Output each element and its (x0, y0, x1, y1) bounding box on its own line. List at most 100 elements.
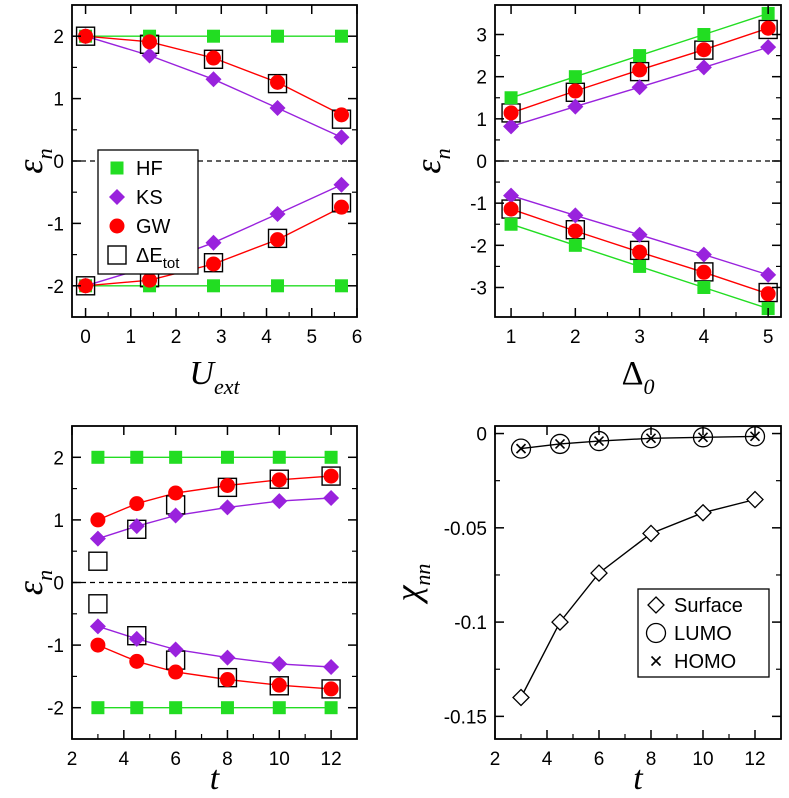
legend-label: ΔEtot (136, 245, 180, 272)
series-line-KS-upper (97, 497, 332, 540)
point-HF-upper (271, 29, 285, 43)
point-GW-upper (219, 477, 235, 493)
point-KS-lower (503, 187, 520, 204)
legend-marker (650, 655, 662, 667)
x-tick-label: 4 (542, 749, 553, 770)
x-tick-label: 8 (646, 749, 657, 770)
point-Surface (642, 524, 660, 543)
x-tick-label: 5 (763, 327, 774, 348)
y-tick-label: 1 (53, 90, 64, 111)
point-GW-lower (567, 223, 583, 239)
plot-area (510, 426, 766, 707)
y-tick-label: 0 (476, 425, 487, 446)
point-KS-lower (631, 226, 648, 243)
point-GW-upper (270, 74, 286, 90)
point-HF-lower (568, 238, 582, 252)
point-GW-lower (323, 681, 339, 697)
y-axis-label-sub: n (32, 570, 57, 581)
y-tick-label: -0.15 (444, 707, 487, 728)
point-GW-lower (333, 199, 349, 215)
x-tick-label: 4 (699, 327, 710, 348)
point-GW-lower (129, 653, 145, 669)
point-HF-lower (697, 280, 711, 294)
point-KS-lower (695, 246, 712, 263)
point-ΔEtot-upper (269, 469, 289, 489)
point-HF-lower (334, 279, 348, 293)
point-GW-upper (503, 105, 519, 121)
y-tick-label: -2 (47, 699, 64, 720)
y-axis-label: χnn (388, 564, 435, 605)
point-GW-upper (323, 468, 339, 484)
point-LUMO (510, 438, 532, 459)
y-tick-label: -1 (470, 194, 487, 215)
legend-marker (109, 218, 125, 234)
x-axis-label-main: t (210, 760, 221, 797)
point-KS-upper (128, 518, 145, 535)
y-tick-label: -0.05 (444, 519, 487, 540)
legend-marker (645, 622, 667, 644)
point-KS-upper (271, 493, 288, 510)
point-GW-lower (219, 672, 235, 688)
y-tick-label: 3 (476, 26, 487, 47)
axes-frame (494, 425, 782, 740)
point-KS-lower (271, 655, 288, 672)
point-HF-lower (272, 701, 286, 715)
point-ΔEtot-lower (269, 676, 289, 696)
point-GW-upper (206, 50, 222, 66)
point-HF-lower (130, 701, 144, 715)
x-tick-label: 12 (744, 749, 765, 770)
point-HF-upper (207, 29, 221, 43)
legend-label: LUMO (674, 623, 732, 645)
point-KS-upper (269, 99, 286, 116)
point-HF-lower (271, 279, 285, 293)
point-KS-upper (141, 47, 158, 64)
x-tick-label: 10 (692, 749, 713, 770)
x-tick-label: 1 (506, 327, 517, 348)
point-GW-lower (503, 201, 519, 217)
point-GW-upper (760, 20, 776, 36)
point-KS-lower (205, 234, 222, 251)
point-HF-upper (220, 450, 234, 464)
point-KS-lower (89, 618, 106, 635)
point-GW-upper (90, 512, 106, 528)
y-axis-label: εn (10, 570, 57, 595)
point-Surface (694, 503, 712, 522)
y-tick-label: 1 (476, 110, 487, 131)
point-KS-lower (323, 659, 340, 676)
point-KS-lower (567, 207, 584, 224)
legend-label: HOMO (674, 651, 736, 673)
y-axis-label-sub: n (32, 148, 57, 159)
x-tick-label: 5 (306, 327, 317, 348)
point-HF-upper (130, 450, 144, 464)
point-KS-upper (333, 129, 350, 146)
point-KS-upper (219, 499, 236, 516)
point-GW-lower (206, 256, 222, 272)
axes-frame (494, 4, 782, 318)
point-HF-lower (504, 217, 518, 231)
x-axis-label-sub: 0 (643, 374, 654, 399)
y-axis-label: εn (10, 148, 57, 173)
x-axis-label-main: Δ (622, 355, 644, 392)
point-HOMO (593, 436, 605, 447)
x-tick-label: 4 (119, 749, 130, 770)
point-HF-upper (504, 91, 518, 105)
point-HF-lower (220, 701, 234, 715)
x-tick-label: 12 (321, 749, 342, 770)
point-ΔEtot-lower (88, 594, 108, 614)
y-axis-label-main: ε (10, 159, 50, 174)
y-tick-label: 2 (476, 68, 487, 89)
point-GW-upper (333, 107, 349, 123)
x-tick-label: 2 (570, 327, 581, 348)
legend-marker (647, 596, 665, 614)
point-ΔEtot-lower (267, 228, 288, 249)
y-tick-label: -0.1 (454, 613, 487, 634)
point-ΔEtot-upper (88, 551, 108, 571)
y-tick-label: -1 (47, 636, 64, 657)
point-KS-lower (333, 176, 350, 193)
series-line-KS-lower (97, 625, 332, 668)
legend-label-sub: tot (163, 255, 181, 272)
point-GW-lower (142, 272, 158, 288)
